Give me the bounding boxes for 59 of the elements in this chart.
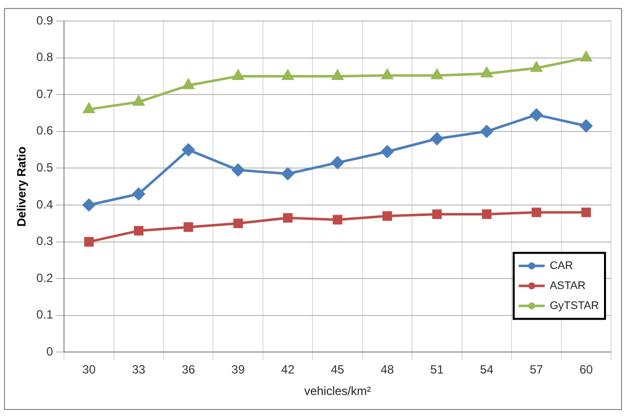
y-tick-label: 0.4	[36, 197, 54, 212]
point	[382, 69, 393, 80]
legend-label: CAR	[550, 260, 573, 272]
point	[581, 208, 591, 218]
point	[480, 125, 493, 138]
y-tick-label: 0.3	[36, 234, 54, 248]
x-tick-label: 48	[380, 362, 394, 377]
y-tick-label: 0.8	[36, 50, 54, 64]
y-tick-label: 0.9	[36, 13, 54, 28]
point	[184, 222, 194, 232]
point	[133, 96, 144, 106]
x-tick-label: 45	[330, 362, 345, 377]
x-tick-label: 54	[480, 362, 494, 377]
point	[432, 209, 442, 219]
y-tick-label: 0.5	[36, 160, 54, 175]
point	[283, 213, 293, 223]
legend-label: ASTAR	[550, 280, 586, 292]
point	[132, 188, 145, 200]
point	[282, 167, 294, 180]
point	[332, 214, 342, 225]
x-tick-label: 39	[231, 362, 246, 377]
x-tick-label: 33	[132, 362, 146, 377]
x-tick-label: 60	[579, 362, 594, 377]
point	[532, 208, 542, 218]
y-axis-title: Delivery Ratio	[14, 146, 29, 227]
point	[430, 132, 444, 146]
point	[182, 79, 194, 90]
y-tick-label: 0.2	[36, 270, 54, 285]
point	[530, 108, 543, 122]
point	[481, 67, 492, 78]
y-tick-label: 0.1	[36, 308, 54, 322]
point	[331, 156, 344, 169]
x-tick-label: 57	[530, 362, 544, 377]
x-tick-label: 51	[430, 362, 444, 377]
y-tick-label: 0.7	[36, 86, 54, 101]
y-tick-label: 0.6	[36, 124, 54, 138]
point	[233, 218, 243, 228]
point	[382, 211, 392, 221]
point	[282, 70, 294, 80]
y-tick-label: 0	[46, 344, 54, 359]
legend-label: GyTSTAR	[550, 300, 600, 312]
point	[232, 164, 244, 176]
point	[332, 70, 344, 80]
x-tick-label: 36	[182, 362, 196, 377]
point	[431, 69, 443, 80]
point	[530, 62, 542, 72]
point	[232, 70, 244, 80]
point	[182, 144, 195, 156]
point	[82, 198, 96, 212]
point	[134, 226, 144, 236]
point	[84, 237, 94, 247]
point	[381, 145, 394, 158]
point	[580, 120, 592, 132]
point	[83, 103, 95, 114]
x-axis-title: vehicles/km²	[304, 384, 371, 398]
x-tick-label: 30	[82, 362, 96, 377]
x-tick-label: 42	[281, 362, 295, 377]
point	[580, 52, 592, 62]
point	[482, 209, 492, 219]
